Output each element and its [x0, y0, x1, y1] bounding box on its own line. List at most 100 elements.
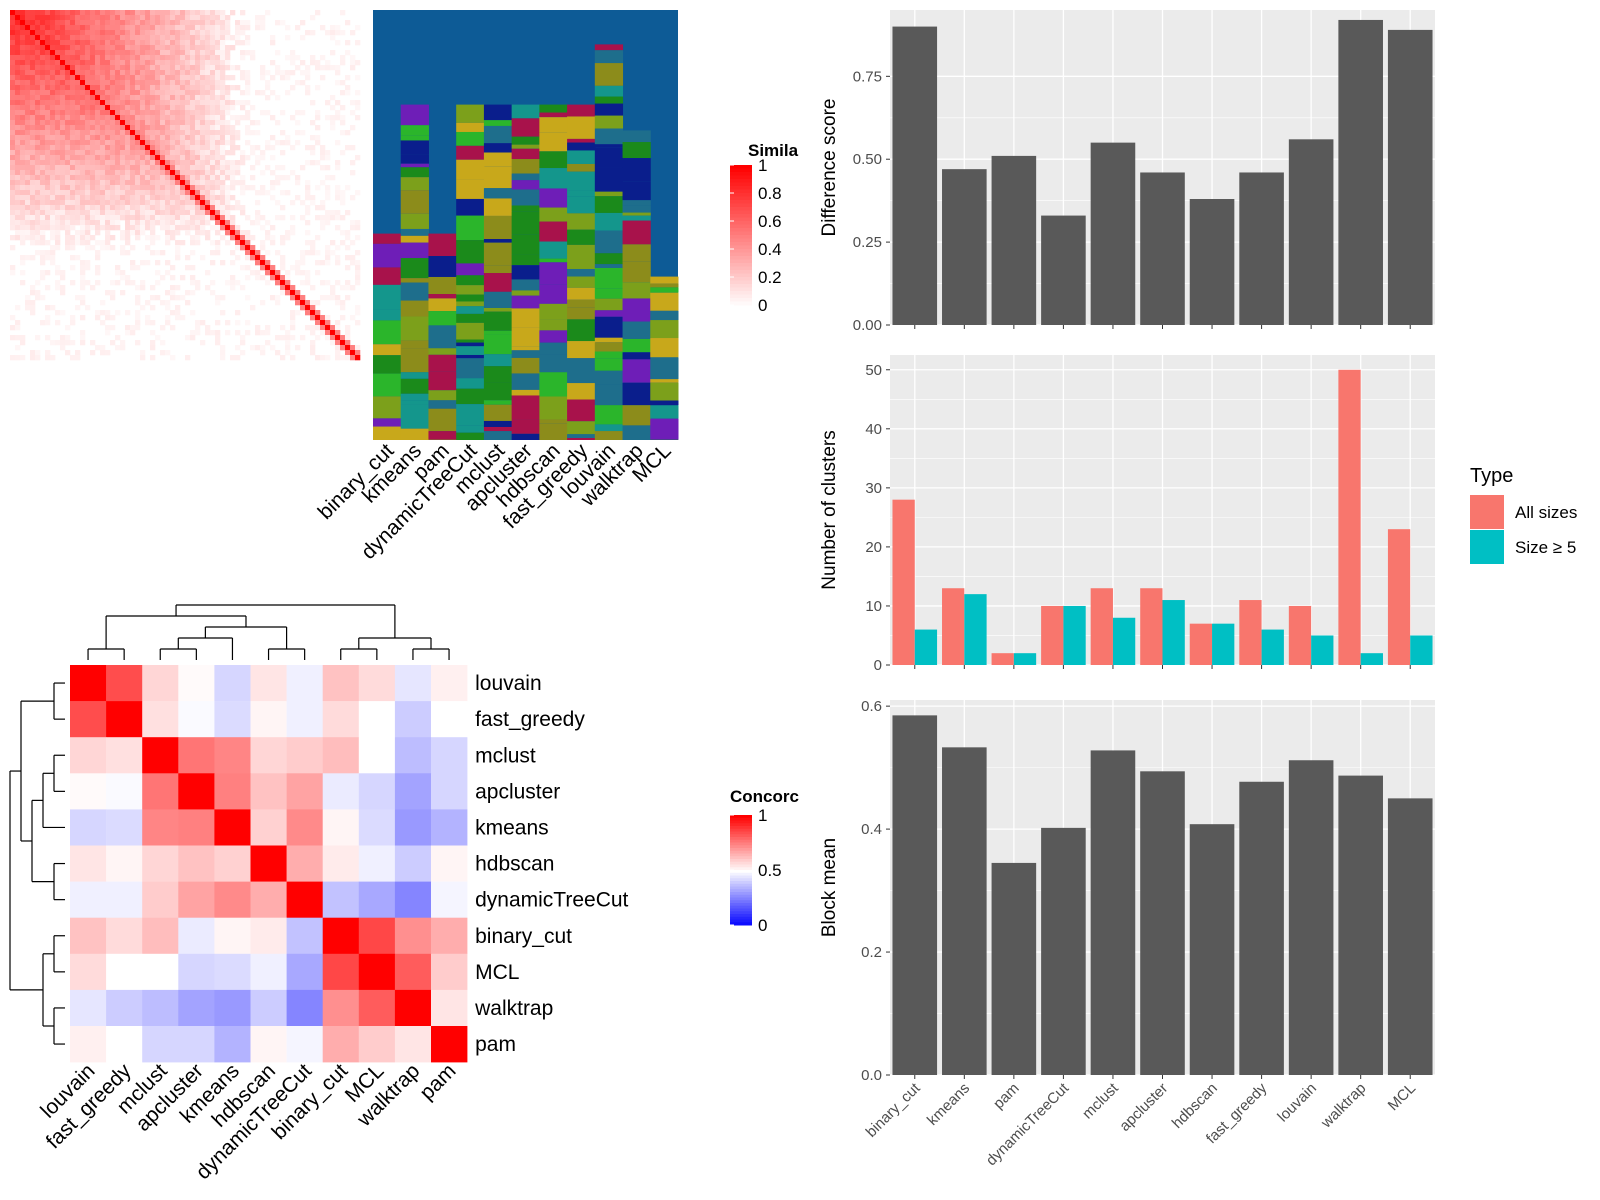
similarity-cell [110, 115, 116, 121]
similarity-cell [110, 30, 116, 36]
similarity-cell [95, 180, 101, 186]
concordance-cell [214, 773, 251, 810]
similarity-cell [55, 75, 61, 81]
similarity-cell [295, 65, 301, 71]
similarity-cell [195, 195, 201, 201]
similarity-cell [100, 310, 106, 316]
similarity-cell [115, 220, 121, 226]
similarity-cell [185, 265, 191, 271]
similarity-cell [125, 180, 131, 186]
similarity-cell [45, 75, 51, 81]
similarity-cell [170, 215, 176, 221]
similarity-cell [35, 135, 41, 141]
similarity-cell [135, 190, 141, 196]
similarity-cell [120, 135, 126, 141]
concordance-legend-gradient-step [730, 842, 752, 846]
similarity-cell [155, 70, 161, 76]
similarity-cell [220, 170, 226, 176]
similarity-cell [75, 80, 81, 86]
similarity-cell [190, 310, 196, 316]
similarity-cell [35, 150, 41, 156]
similarity-cell [50, 185, 56, 191]
similarity-cell [310, 160, 316, 166]
similarity-cell [60, 225, 66, 231]
similarity-cell [15, 105, 21, 111]
similarity-cell [30, 25, 36, 31]
similarity-cell [175, 10, 181, 16]
similarity-cell [160, 350, 166, 356]
concordance-legend-gradient-step [730, 889, 752, 893]
similarity-cell [170, 35, 176, 41]
similarity-cell [190, 180, 196, 186]
similarity-cell [140, 155, 146, 161]
similarity-cell [295, 300, 301, 306]
similarity-cell [315, 10, 321, 16]
similarity-cell [315, 185, 321, 191]
cluster-block [539, 396, 568, 420]
similarity-cell [10, 95, 16, 101]
y-tick-label: 0.2 [861, 944, 882, 961]
similarity-cell [20, 165, 26, 171]
similarity-cell [205, 80, 211, 86]
similarity-cell [330, 285, 336, 291]
similarity-cell [225, 100, 231, 106]
similarity-cell [65, 10, 71, 16]
similarity-cell [90, 95, 96, 101]
similarity-cell [200, 160, 206, 166]
similarity-cell [45, 55, 51, 61]
concordance-cell [106, 773, 143, 810]
similarity-cell [130, 80, 136, 86]
similarity-cell [355, 260, 361, 266]
similarity-cell [20, 130, 26, 136]
similarity-cell [55, 110, 61, 116]
similarity-cell [45, 240, 51, 246]
similarity-cell [110, 10, 116, 16]
similarity-cell [55, 210, 61, 216]
similarity-cell [170, 355, 176, 361]
bar [1140, 172, 1185, 325]
similarity-cell [340, 115, 346, 121]
bar [892, 26, 938, 325]
similarity-cell [225, 210, 231, 216]
similarity-cell [185, 170, 191, 176]
similarity-cell [220, 160, 226, 166]
cluster-block [622, 205, 651, 213]
similarity-cell [160, 340, 166, 346]
similarity-cell [65, 205, 71, 211]
similarity-cell [80, 40, 86, 46]
similarity-cell [170, 155, 176, 161]
similarity-cell [50, 100, 56, 106]
similarity-cell [45, 125, 51, 131]
similarity-cell [90, 130, 96, 136]
concordance-cell [431, 701, 468, 738]
similarity-cell [20, 340, 26, 346]
similarity-cell [340, 215, 346, 221]
similarity-cell [155, 85, 161, 91]
similarity-cell [220, 40, 226, 46]
similarity-cell [140, 195, 146, 201]
similarity-cell [195, 215, 201, 221]
similarity-cell [25, 70, 31, 76]
similarity-cell [35, 90, 41, 96]
similarity-cell [95, 170, 101, 176]
similarity-cell [25, 100, 31, 106]
concordance-cell [358, 701, 396, 738]
similarity-cell [230, 225, 236, 231]
concordance-cell [142, 953, 179, 991]
cluster-block [622, 212, 651, 216]
cluster-block [428, 298, 457, 312]
similarity-cell [60, 10, 66, 16]
similarity-cell [255, 220, 261, 226]
similarity-cell [355, 355, 361, 361]
similarity-cell [225, 120, 231, 126]
similarity-cell [150, 175, 156, 181]
similarity-cell [285, 285, 291, 291]
similarity-cell [75, 355, 81, 361]
concordance-legend-gradient-step [730, 859, 752, 863]
similarity-cell [165, 210, 171, 216]
similarity-cell [160, 205, 166, 211]
concordance-legend-gradient-step [730, 914, 752, 918]
similarity-cell [195, 145, 201, 151]
similarity-cell [210, 120, 216, 126]
similarity-cell [95, 215, 101, 221]
